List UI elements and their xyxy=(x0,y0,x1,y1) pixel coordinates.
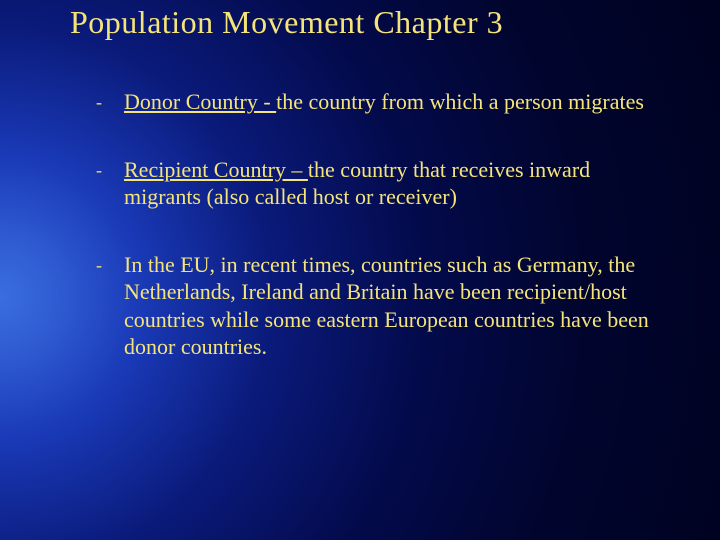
bullet-icon: - xyxy=(96,88,124,114)
item-text: Donor Country - the country from which a… xyxy=(124,88,650,116)
term-definition: In the EU, in recent times, countries su… xyxy=(124,252,649,360)
term-underlined: Donor Country - xyxy=(124,89,276,114)
list-item: - Recipient Country – the country that r… xyxy=(96,156,650,211)
term-underlined: Recipient Country – xyxy=(124,157,308,182)
item-text: In the EU, in recent times, countries su… xyxy=(124,251,650,361)
list-item: - Donor Country - the country from which… xyxy=(96,88,650,116)
slide: Population Movement Chapter 3 - Donor Co… xyxy=(0,0,720,540)
bullet-icon: - xyxy=(96,251,124,277)
item-text: Recipient Country – the country that rec… xyxy=(124,156,650,211)
slide-title: Population Movement Chapter 3 xyxy=(70,4,680,41)
slide-body: - Donor Country - the country from which… xyxy=(96,88,650,401)
term-definition: the country from which a person migrates xyxy=(276,89,644,114)
list-item: - In the EU, in recent times, countries … xyxy=(96,251,650,361)
bullet-icon: - xyxy=(96,156,124,182)
